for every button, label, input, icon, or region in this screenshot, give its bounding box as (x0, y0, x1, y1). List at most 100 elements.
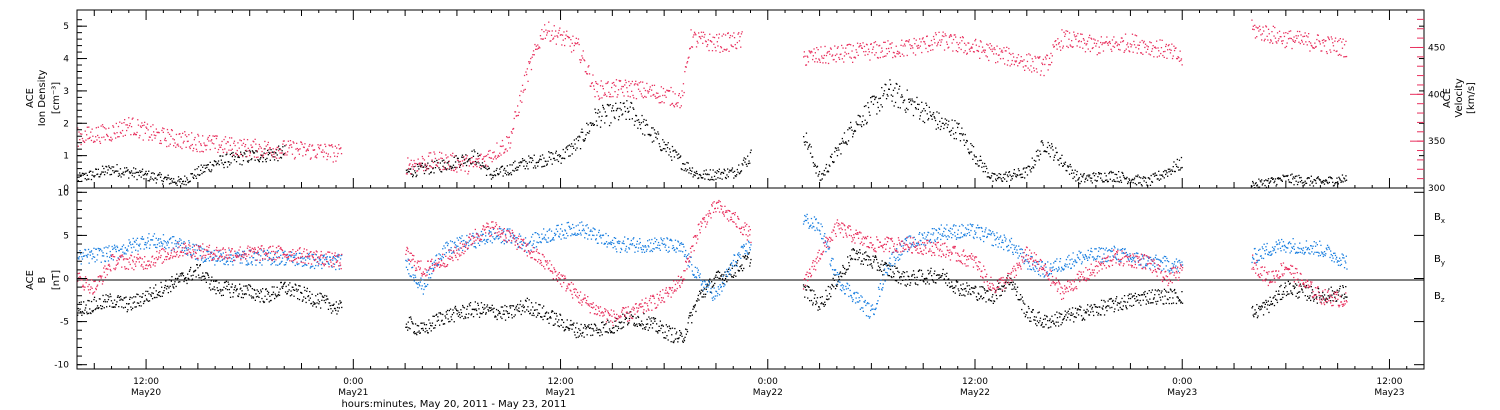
field-point-black (167, 285, 169, 287)
field-point-black (1281, 293, 1283, 295)
velocity-point (1305, 35, 1308, 37)
velocity-point (934, 32, 937, 34)
density-point (818, 171, 821, 173)
velocity-point (272, 148, 274, 150)
density-point (479, 154, 481, 156)
density-point (572, 145, 574, 147)
velocity-point (1315, 45, 1317, 48)
field-point-black (249, 285, 252, 288)
density-point (1326, 181, 1328, 183)
density-point (571, 153, 573, 155)
velocity-point (519, 94, 521, 97)
density-point (266, 157, 268, 160)
density-point (917, 103, 919, 105)
field-point-black (1280, 284, 1282, 287)
field-point-black (214, 280, 217, 282)
field-point-black (550, 311, 553, 313)
velocity-point (464, 170, 466, 172)
field-point-black (665, 337, 667, 339)
field-point-black (177, 281, 180, 283)
velocity-point (210, 140, 212, 142)
field-point-black (1264, 306, 1266, 308)
field-point-black (721, 273, 723, 276)
density-point (137, 171, 140, 174)
density-point (947, 124, 949, 126)
density-point (588, 132, 590, 134)
density-point (964, 133, 966, 136)
field-point-black (855, 252, 857, 254)
velocity-point (954, 34, 956, 36)
velocity-point (265, 145, 267, 147)
velocity-point (1157, 47, 1159, 49)
velocity-point (1147, 48, 1149, 50)
velocity-point (1257, 27, 1259, 29)
velocity-point (436, 165, 439, 167)
velocity-point (680, 96, 682, 99)
density-point (137, 171, 139, 173)
density-point (456, 157, 459, 159)
field-point-black (498, 311, 501, 313)
density-point (1286, 175, 1288, 177)
velocity-point (707, 44, 709, 46)
density-point (549, 152, 551, 154)
velocity-point (296, 147, 298, 150)
velocity-point (113, 132, 115, 134)
density-point (923, 108, 925, 110)
density-point (691, 167, 694, 169)
velocity-point (1154, 46, 1156, 48)
field-point-black (135, 306, 137, 308)
density-point (153, 173, 155, 175)
density-point (807, 148, 809, 150)
density-point (210, 171, 212, 173)
density-point (1067, 166, 1069, 168)
density-point (900, 96, 902, 98)
density-point (827, 171, 830, 173)
field-point-black (1000, 294, 1002, 296)
field-point-black (688, 317, 690, 319)
field-point-black (289, 282, 291, 284)
field-point-black (536, 309, 538, 311)
density-point (609, 104, 611, 106)
field-point-black (174, 281, 176, 283)
density-point (851, 129, 853, 131)
velocity-point (1062, 45, 1064, 47)
field-point-black (691, 314, 693, 316)
velocity-point (313, 149, 316, 151)
velocity-point (482, 158, 484, 160)
velocity-point (453, 170, 455, 172)
density-point (465, 164, 468, 167)
field-point-black (1289, 282, 1291, 284)
field-point-black (82, 312, 84, 314)
density-point (847, 140, 850, 142)
velocity-point (146, 127, 148, 129)
density-point (932, 112, 935, 114)
velocity-point (1175, 47, 1177, 49)
field-point-black (1281, 298, 1283, 300)
velocity-point (481, 165, 483, 168)
field-point-black (1108, 298, 1111, 300)
field-point-black (510, 305, 512, 307)
density-point (433, 172, 435, 174)
field-point-black (1038, 322, 1040, 324)
velocity-point (1176, 57, 1178, 60)
velocity-point (156, 131, 158, 133)
field-point-black (632, 315, 634, 318)
field-point-black (459, 314, 461, 316)
velocity-point (683, 91, 685, 94)
field-point-black (941, 273, 944, 275)
velocity-point (803, 56, 805, 58)
field-point-black (129, 296, 131, 298)
velocity-point (163, 128, 165, 130)
field-point-black (194, 269, 197, 271)
field-point-black (240, 296, 243, 299)
field-point-black (625, 316, 627, 319)
field-point-black (971, 287, 973, 289)
density-point (553, 157, 555, 160)
density-point (1089, 174, 1091, 176)
velocity-point (666, 90, 669, 92)
field-point-black (887, 274, 889, 277)
density-point (1316, 177, 1319, 179)
density-point (894, 101, 897, 104)
velocity-point (576, 42, 578, 45)
